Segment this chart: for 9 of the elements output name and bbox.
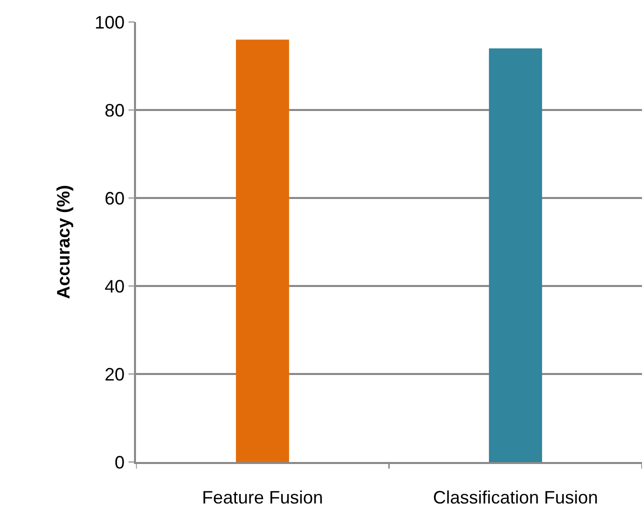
y-tick-label: 40 (104, 276, 125, 296)
y-tick-label: 80 (104, 100, 125, 120)
y-tick-label: 60 (104, 188, 125, 208)
y-axis-title: Accuracy (%) (53, 184, 74, 300)
y-tick-label: 20 (104, 364, 125, 384)
x-tick-label: Feature Fusion (202, 487, 324, 508)
y-tick-label: 100 (94, 12, 125, 32)
y-tick-label: 0 (114, 452, 125, 472)
x-tick-label: Classification Fusion (432, 487, 598, 508)
